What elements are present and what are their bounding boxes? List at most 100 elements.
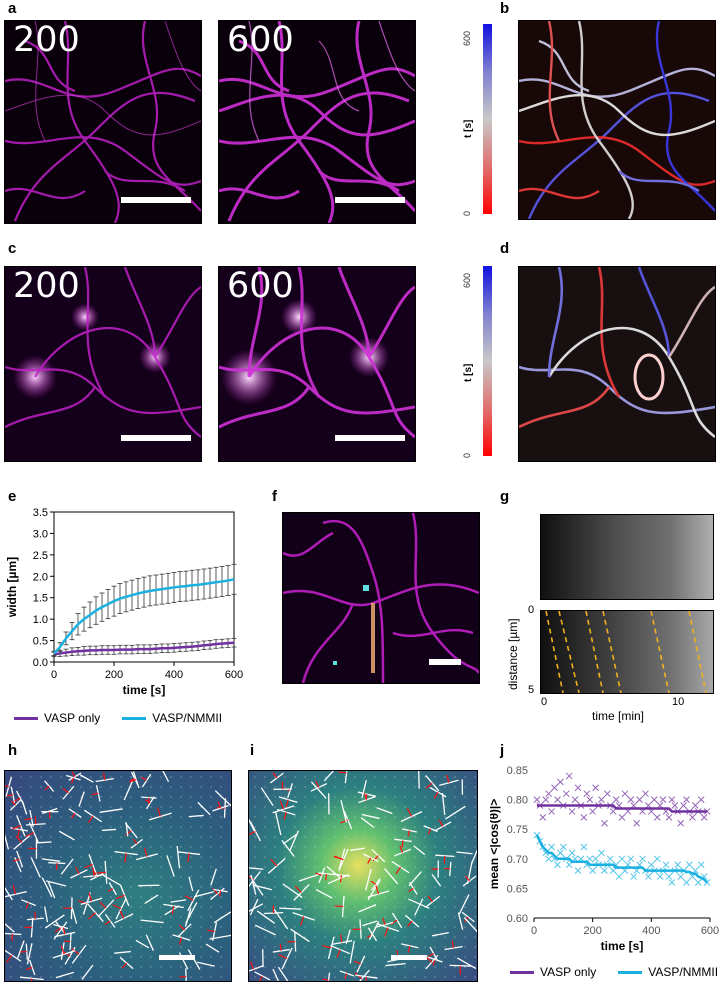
field-i-dot [344, 956, 346, 958]
field-h-dot [40, 966, 42, 968]
field-h-dot [100, 836, 102, 838]
field-h-dot [200, 956, 202, 958]
field-h-dot [50, 936, 52, 938]
field-i-dot [344, 916, 346, 918]
scale-bar-a-left [121, 197, 191, 203]
j-point-1-52 [686, 861, 693, 869]
field-i-dot [434, 806, 436, 808]
field-i-dot [424, 896, 426, 898]
field-i-dot [444, 806, 446, 808]
j-point-0-29 [618, 814, 626, 821]
field-i-dot [404, 806, 406, 808]
j-point-0-27 [612, 796, 620, 803]
field-i-dot [304, 896, 306, 898]
field-h-orientation-white [144, 894, 159, 904]
field-i-dot [264, 806, 266, 808]
field-i-dot [304, 816, 306, 818]
field-i-dot [254, 786, 256, 788]
field-h-dot [140, 876, 142, 878]
field-i-dot [254, 796, 256, 798]
field-i-orientation-white [371, 848, 386, 863]
field-i-dot [284, 946, 286, 948]
field-h-dot [170, 966, 172, 968]
field-i-dot [434, 846, 436, 848]
field-i-dot [434, 896, 436, 898]
j-point-0-54 [691, 802, 699, 809]
field-i-dot [474, 776, 476, 778]
field-i-orientation-white [293, 884, 310, 901]
field-h-orientation-white [17, 940, 25, 959]
field-i-dot [334, 976, 336, 978]
field-h-dot [50, 796, 52, 798]
field-h-dot [70, 966, 72, 968]
field-i-dot [424, 946, 426, 948]
field-i-dot [404, 966, 406, 968]
field-h-dot [80, 796, 82, 798]
field-i-orientation-white [249, 965, 264, 972]
field-h-dot [190, 876, 192, 878]
field-i-dot [284, 966, 286, 968]
field-h-dot [20, 896, 22, 898]
field-i-dot [454, 936, 456, 938]
field-h-dot [160, 776, 162, 778]
field-h-dot [140, 956, 142, 958]
field-h-dot [50, 926, 52, 928]
field-h-dot [220, 856, 222, 858]
j-point-1-25 [606, 855, 614, 863]
field-h-dot [170, 926, 172, 928]
field-h-orientation-white [5, 949, 22, 962]
field-h-orientation-white [135, 939, 150, 949]
j-point-1-55 [694, 879, 702, 886]
field-h-dot [180, 966, 182, 968]
j-point-1-29 [618, 855, 626, 863]
field-i-orientation-red [363, 792, 368, 800]
field-i-dot [464, 936, 466, 938]
field-i-dot [444, 886, 446, 888]
field-h-dot [150, 936, 152, 938]
field-h-dot [60, 836, 62, 838]
field-h-orientation-red [184, 895, 194, 901]
j-point-1-48 [674, 861, 682, 869]
micrograph-c-200: 200 [4, 266, 202, 462]
field-i-orientation-red [339, 934, 343, 943]
field-i-dot [474, 946, 476, 948]
field-i-orientation-red [427, 828, 432, 835]
field-i-dot [474, 796, 476, 798]
field-h-dot [60, 776, 62, 778]
j-ytick-label-1: 0.65 [507, 883, 528, 895]
field-i-dot [344, 946, 346, 948]
field-i-orientation-red [322, 945, 332, 949]
j-point-0-14 [574, 784, 582, 792]
j-point-1-36 [639, 855, 646, 863]
j-point-0-46 [668, 796, 676, 803]
field-h-orientation-white [99, 808, 123, 813]
field-h-dot [220, 886, 222, 888]
field-h-dot [130, 796, 132, 798]
field-h-dot [150, 906, 152, 908]
field-h-dot [60, 806, 62, 808]
field-i-dot [264, 846, 266, 848]
field-i-dot [444, 816, 446, 818]
field-i-dot [424, 916, 426, 918]
field-h-orientation-white [176, 845, 181, 869]
field-i-dot [304, 826, 306, 828]
field-i-dot [354, 976, 356, 978]
field-h-dot [130, 936, 132, 938]
field-i-orientation-white [349, 940, 355, 964]
field-i-dot [374, 826, 376, 828]
j-point-0-11 [565, 772, 573, 780]
field-h-dot [30, 786, 32, 788]
field-h-dot [130, 906, 132, 908]
field-h-dot [120, 866, 122, 868]
field-i-dot [414, 816, 416, 818]
field-i-dot [264, 836, 266, 838]
field-h-orientation-white [95, 785, 101, 802]
field-h-dot [80, 806, 82, 808]
field-i-dot [464, 856, 466, 858]
field-i-dot [274, 856, 276, 858]
field-i-orientation-white [350, 847, 365, 851]
field-h-orientation-red [5, 785, 9, 788]
field-i-dot [354, 796, 356, 798]
field-i-orientation-red [283, 811, 287, 820]
field-h-dot [190, 776, 192, 778]
